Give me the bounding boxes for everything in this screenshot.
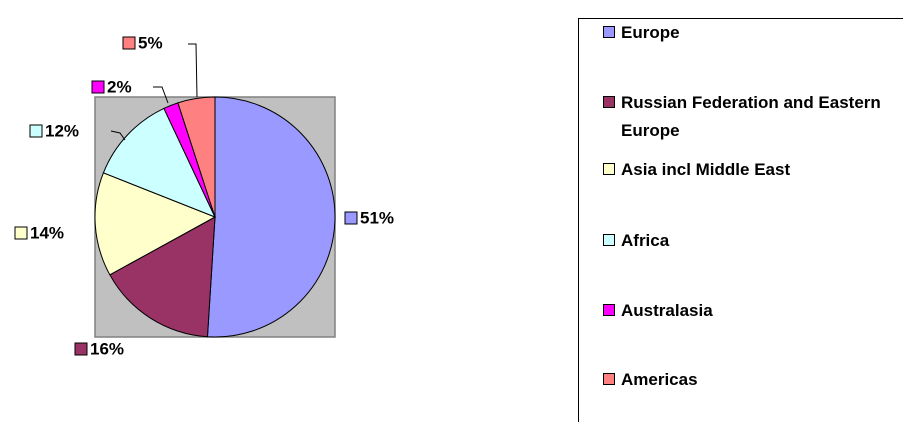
pie-slice [177,96,216,218]
legend-label: Africa [621,231,670,250]
legend-swatch [603,26,615,38]
legend-item: Europe [603,19,903,47]
label-swatch [91,80,105,94]
label-swatch [122,36,136,50]
leader-line [110,130,126,141]
legend-item: Africa [603,227,903,255]
leader-line [188,43,198,98]
legend-item: Russian Federation and Eastern Europe [603,89,903,145]
data-label: 2% [107,77,132,96]
data-label: 12% [45,121,79,140]
legend-swatch [603,96,615,108]
legend-label: Americas [621,370,698,389]
chart: 51% 16% 14% 12% 2% 5% [14,33,394,358]
legend-swatch [603,234,615,246]
legend-item: Americas [603,366,903,394]
label-swatch [74,342,88,356]
label-swatch [344,211,358,225]
legend-label: Europe [621,23,680,42]
legend-label: Australasia [621,301,713,320]
legend-item: Asia incl Middle East [603,156,903,184]
legend-swatch [603,304,615,316]
data-label: 5% [138,33,163,52]
data-label: 14% [30,223,64,242]
legend-swatch [603,373,615,385]
legend: Europe Russian Federation and Eastern Eur… [578,18,903,422]
data-label: 51% [360,208,394,227]
label-swatch [29,124,43,138]
pie-slice [94,172,217,276]
leader-line [153,86,169,104]
legend-item: Australasia [603,297,903,325]
legend-swatch [603,163,615,175]
legend-label: Russian Federation and Eastern Europe [621,93,881,140]
slices [94,96,336,338]
pie-slice [206,96,336,338]
pie-slice [102,107,216,218]
legend-label: Asia incl Middle East [621,160,791,179]
label-swatch [14,226,28,240]
pie-slice [109,216,216,338]
data-label: 16% [90,339,124,358]
